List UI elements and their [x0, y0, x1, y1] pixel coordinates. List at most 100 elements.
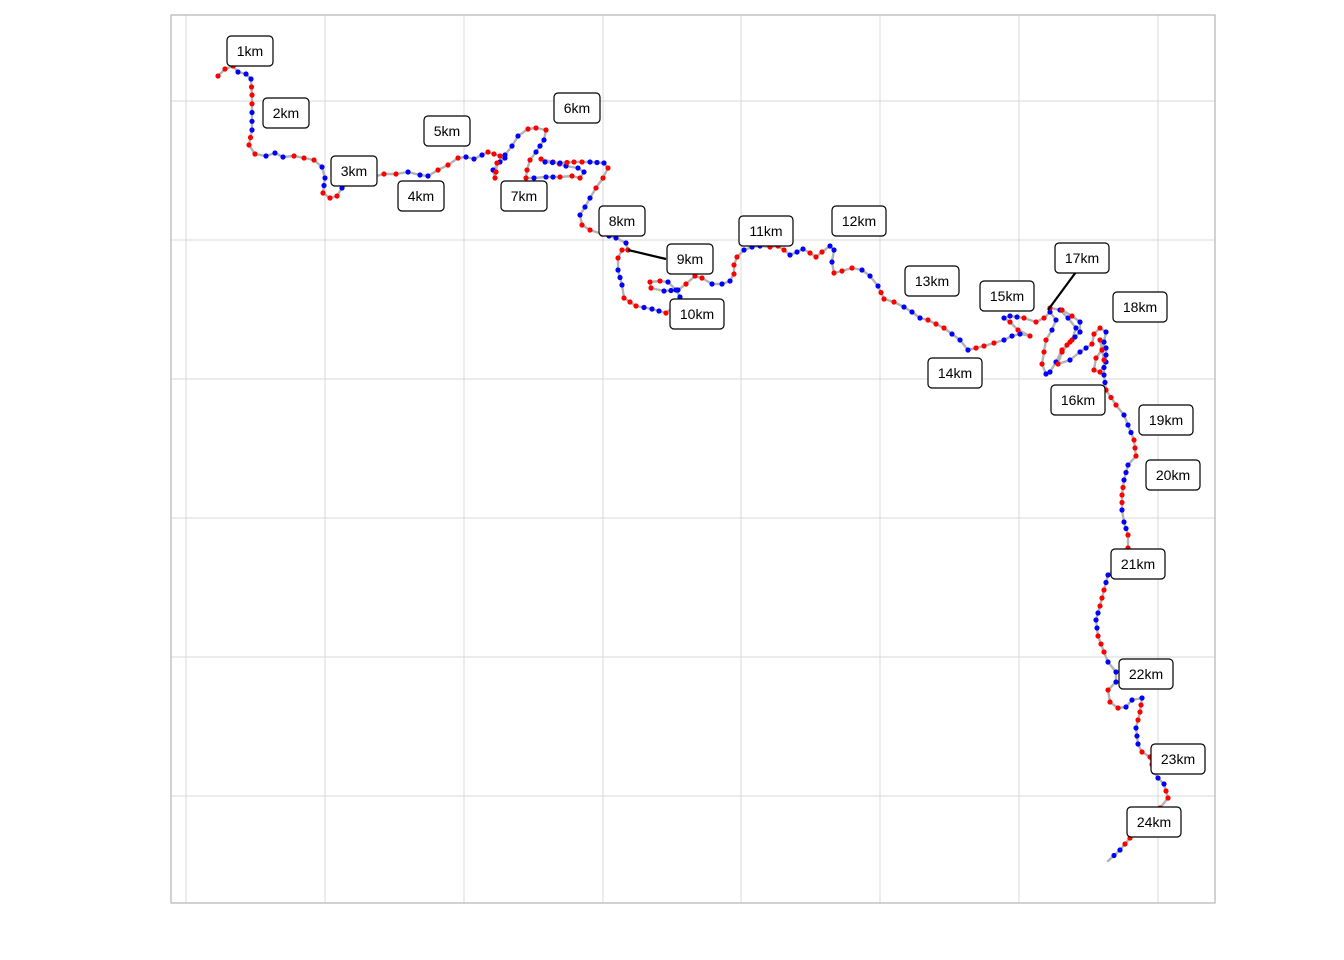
route-point [575, 165, 581, 171]
route-point [543, 127, 549, 133]
km-label-text: 11km [749, 223, 782, 239]
km-label-box [553, 92, 601, 124]
route-point [246, 142, 252, 148]
km-labels: 1km 2km 3km 4km 5km 6km 7km 8km 9km 10km 11km 12km 1… [226, 35, 1206, 838]
km-label-box [423, 115, 471, 147]
route-point [807, 250, 813, 256]
route-point [1155, 775, 1161, 781]
route-point [1103, 352, 1109, 358]
route-point [1099, 347, 1105, 353]
route-point [301, 155, 307, 161]
route-point [633, 303, 639, 309]
route-point [493, 169, 499, 175]
route-point [1073, 325, 1079, 331]
route-point [1113, 679, 1119, 685]
route-point [1091, 331, 1097, 337]
route-point [515, 133, 521, 139]
km-label-box [1126, 806, 1182, 838]
km-label-text: 20km [1156, 467, 1190, 483]
km-label: 9km [666, 243, 714, 275]
route-point [648, 285, 654, 291]
route-point [1047, 309, 1053, 315]
route-point [647, 279, 653, 285]
route-point [731, 271, 737, 277]
route-point [1139, 695, 1145, 701]
km-label-text: 5km [434, 123, 460, 139]
route-point [531, 175, 537, 181]
route-point [925, 317, 931, 323]
route-point [819, 249, 825, 255]
route-point [827, 243, 833, 249]
route-point [435, 167, 441, 173]
route-point [1137, 709, 1143, 715]
route-point [800, 246, 806, 252]
route-point [1105, 659, 1111, 665]
route-point [1103, 345, 1109, 351]
route-point [1133, 453, 1139, 459]
route-point [1097, 337, 1103, 343]
route-point [1139, 749, 1145, 755]
route-point [1093, 617, 1099, 623]
route-point [533, 125, 539, 131]
route-point [579, 222, 585, 228]
route-point [1115, 705, 1121, 711]
route-point [491, 151, 497, 157]
route-point [617, 274, 623, 281]
route-point [941, 325, 947, 331]
km-label-text: 3km [341, 163, 367, 179]
km-label-text: 6km [564, 100, 590, 116]
route-point [393, 171, 399, 177]
km-label: 23km [1150, 743, 1206, 775]
km-label-box [904, 265, 960, 297]
km-label-text: 23km [1161, 751, 1195, 767]
route-point [587, 159, 593, 165]
route-point [1122, 841, 1128, 847]
route-point [248, 84, 255, 90]
km-label-text: 19km [1149, 412, 1183, 428]
route-point [1132, 445, 1138, 451]
route-point [1089, 341, 1095, 347]
route-point [1001, 315, 1007, 321]
route-point [1039, 361, 1045, 367]
route-point [661, 288, 667, 294]
route-point [668, 287, 674, 294]
km-label-text: 10km [680, 306, 714, 322]
km-label-box [226, 35, 274, 67]
route-point [564, 159, 570, 166]
route-point [878, 289, 884, 296]
route-point [627, 299, 633, 305]
grid-lines [171, 15, 1215, 903]
km-label-text: 12km [842, 213, 876, 229]
km-label-box [598, 205, 646, 237]
route-point [525, 126, 531, 132]
route-point [1077, 349, 1083, 355]
route-point [1067, 357, 1073, 363]
route-point [692, 273, 698, 279]
route-point [1113, 669, 1119, 675]
route-point [881, 296, 887, 302]
route-point [677, 294, 683, 300]
route-point [619, 247, 625, 253]
km-label: 10km [669, 298, 725, 330]
route-point [839, 268, 845, 274]
km-label: 20km [1145, 459, 1201, 491]
km-label: 7km [500, 180, 548, 212]
km-label: 3km [330, 155, 378, 187]
route-point [571, 159, 577, 165]
route-point [494, 160, 500, 166]
route-point [1015, 327, 1021, 333]
route-point [463, 154, 469, 160]
route-point [1119, 507, 1125, 513]
route-point [1091, 367, 1097, 373]
route-point [641, 304, 647, 311]
km-label-box [262, 97, 310, 129]
route-point [1108, 394, 1114, 401]
route-point [619, 282, 625, 288]
route-point [1123, 525, 1129, 532]
route-point [582, 204, 588, 210]
route-point [471, 156, 477, 162]
route-point [1102, 379, 1108, 386]
route-point [577, 212, 583, 218]
route-point [1077, 319, 1083, 325]
km-label: 15km [979, 280, 1035, 312]
